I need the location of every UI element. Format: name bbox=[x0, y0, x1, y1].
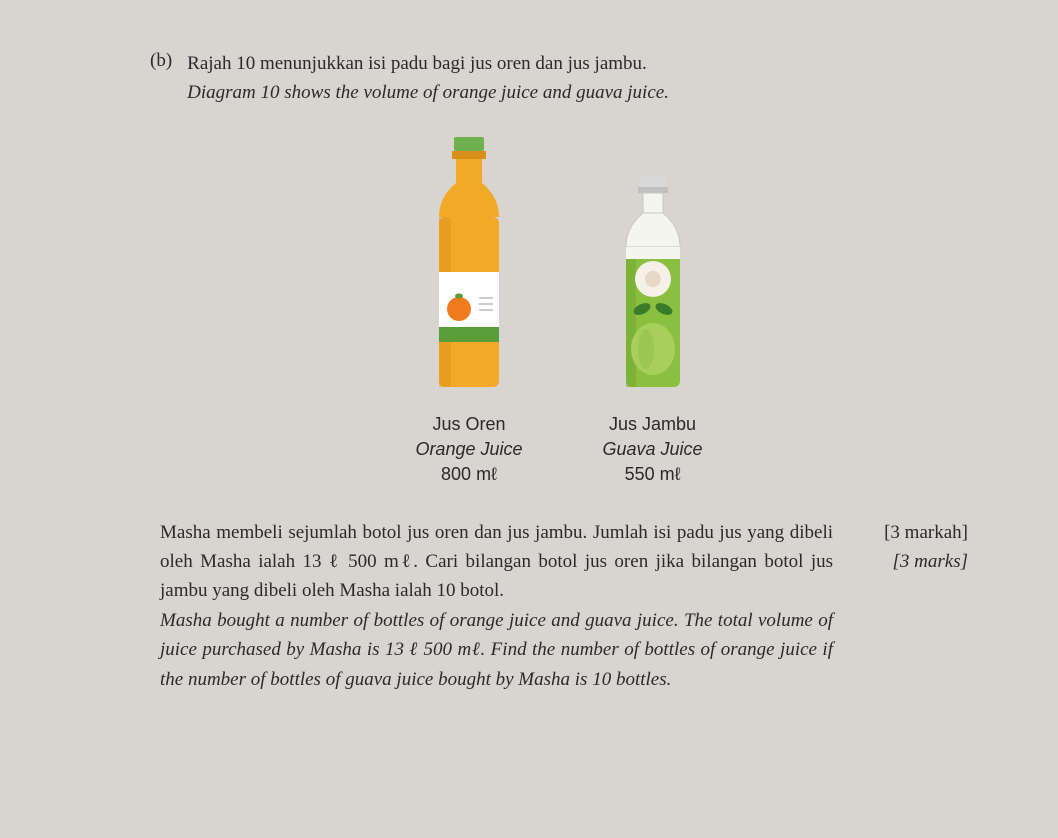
body-en: Masha bought a number of bottles of oran… bbox=[160, 610, 833, 690]
guava-name-bm: Jus Jambu bbox=[603, 412, 703, 437]
intro-text-bm: Rajah 10 menunjukkan isi padu bagi jus o… bbox=[187, 50, 669, 79]
question-body: Masha membeli sejumlah botol jus oren da… bbox=[160, 518, 968, 695]
bottle-guava: Jus Jambu Guava Juice 550 mℓ bbox=[603, 137, 703, 488]
marks-column: [3 markah] [3 marks] bbox=[858, 518, 968, 695]
marks-en: [3 marks] bbox=[858, 547, 968, 576]
diagram-area: Jus Oren Orange Juice 800 mℓ bbox=[150, 137, 968, 488]
guava-name-en: Guava Juice bbox=[603, 437, 703, 462]
guava-bottle-illustration bbox=[614, 137, 692, 397]
guava-caption: Jus Jambu Guava Juice 550 mℓ bbox=[603, 412, 703, 488]
orange-volume: 800 mℓ bbox=[415, 462, 522, 487]
guava-volume: 550 mℓ bbox=[603, 462, 703, 487]
question-header: (b) Rajah 10 menunjukkan isi padu bagi j… bbox=[150, 50, 968, 107]
guava-bottle-icon bbox=[614, 177, 692, 397]
body-text: Masha membeli sejumlah botol jus oren da… bbox=[160, 518, 833, 695]
intro-text-en: Diagram 10 shows the volume of orange ju… bbox=[187, 79, 669, 108]
orange-name-en: Orange Juice bbox=[415, 437, 522, 462]
question-label: (b) bbox=[150, 50, 172, 107]
bottle-orange: Jus Oren Orange Juice 800 mℓ bbox=[415, 137, 522, 488]
orange-caption: Jus Oren Orange Juice 800 mℓ bbox=[415, 412, 522, 488]
orange-bottle-illustration bbox=[424, 137, 514, 397]
orange-name-bm: Jus Oren bbox=[415, 412, 522, 437]
orange-bottle-icon bbox=[424, 137, 514, 397]
body-bm: Masha membeli sejumlah botol jus oren da… bbox=[160, 522, 833, 602]
question-intro: Rajah 10 menunjukkan isi padu bagi jus o… bbox=[187, 50, 669, 107]
marks-bm: [3 markah] bbox=[858, 518, 968, 547]
